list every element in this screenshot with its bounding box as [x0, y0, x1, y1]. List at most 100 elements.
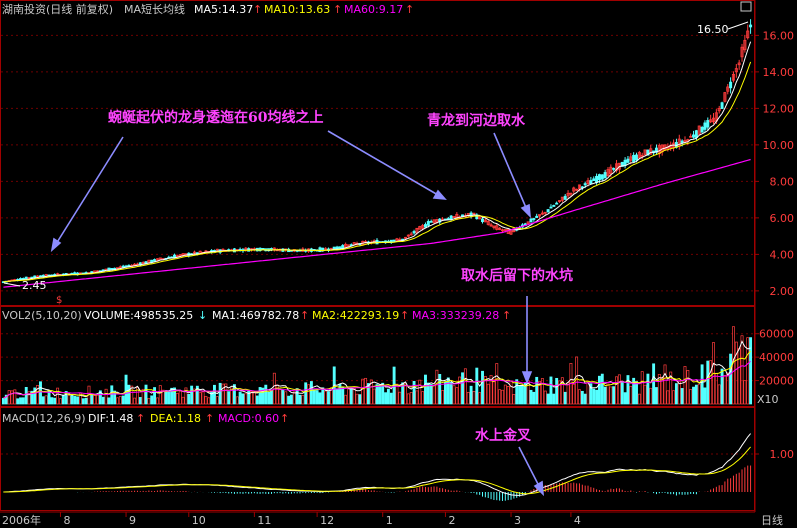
volume-bar: [312, 389, 316, 405]
volume-bar: [292, 391, 296, 405]
volume-bar: [355, 393, 359, 405]
volume-bar: [461, 372, 465, 405]
volume-bar: [341, 386, 345, 405]
price-candle-body: [421, 225, 425, 229]
price-candle-body: [586, 180, 590, 184]
price-candle-body: [509, 230, 513, 235]
volume-ma3-line: [3, 360, 751, 399]
volume-bar: [686, 370, 690, 405]
volume-tick-label: 20000: [759, 375, 794, 388]
volume-bar: [649, 387, 653, 405]
price-candle-body: [635, 154, 639, 161]
price-candle-body: [700, 127, 704, 133]
volume-bar: [258, 387, 262, 405]
volume-bar: [404, 383, 407, 405]
volume-bar: [144, 384, 148, 405]
price-candle-body: [495, 225, 499, 230]
volume-bar: [78, 392, 82, 405]
volume-bar: [415, 390, 419, 405]
volume-bar: [424, 374, 427, 405]
up-arrow-icon: ↑: [253, 3, 262, 16]
volume-bar: [267, 391, 271, 405]
volume-bar: [743, 380, 747, 405]
price-tick-label: 6.00: [770, 212, 795, 225]
dif-line: [3, 433, 751, 496]
price-candle-body: [423, 224, 427, 228]
volume-bar: [740, 335, 744, 405]
price-candle-body: [746, 30, 750, 39]
price-candle-body: [637, 152, 641, 159]
price-candle-body: [483, 219, 487, 223]
price-candle-body: [543, 211, 547, 214]
x-tick-label: 9: [129, 514, 136, 527]
x-tick-label: 2: [448, 514, 455, 527]
period-label: 日线: [761, 513, 783, 527]
volume-bar: [606, 383, 610, 405]
volume-bar: [623, 392, 627, 405]
volume-bar: [706, 360, 710, 405]
price-candle-body: [472, 212, 476, 215]
price-candle-body: [743, 39, 747, 51]
annotation-water-pit: 取水后留下的水坑: [461, 267, 573, 284]
price-candle-body: [498, 227, 502, 231]
price-candle-body: [737, 62, 741, 66]
volume-bar: [506, 386, 510, 405]
volume-bar: [492, 379, 496, 405]
volume-bar: [700, 364, 704, 405]
settings-box-icon[interactable]: [740, 1, 752, 12]
price-candle-body: [626, 158, 630, 163]
volume-bar: [549, 376, 553, 405]
price-candle-body: [500, 229, 504, 232]
volume-bar: [697, 383, 701, 405]
volume-bar: [289, 394, 293, 405]
volume-bar: [629, 385, 633, 405]
price-candle-body: [632, 154, 636, 163]
volume-bar: [412, 380, 416, 405]
volume-bar: [455, 387, 459, 405]
price-candle-body: [395, 238, 399, 241]
price-candle-body: [563, 195, 567, 200]
volume-bar: [438, 374, 442, 405]
price-tick-label: 12.00: [763, 102, 795, 115]
volume-bar: [247, 391, 251, 405]
volume-bar: [173, 387, 176, 405]
volume-bar: [689, 389, 693, 405]
volume-bar: [241, 393, 245, 405]
volume-bar: [609, 386, 613, 405]
volume-bar: [635, 381, 638, 405]
volume-bar: [726, 372, 730, 405]
legend-vol-ma2: MA2:422293.19: [312, 309, 399, 322]
volume-bar: [270, 390, 273, 405]
volume-bar: [178, 390, 182, 405]
price-candle-body: [689, 135, 693, 138]
volume-bar: [714, 372, 718, 405]
price-candle-body: [33, 275, 37, 278]
price-candle-body: [555, 202, 559, 205]
price-candle-body: [503, 229, 507, 231]
volume-bar: [409, 392, 413, 405]
price-candle-body: [549, 206, 553, 209]
volume-bar: [318, 392, 322, 405]
volume-bar: [643, 384, 647, 405]
macd-tick-label: 1.00: [770, 448, 795, 461]
volume-bar: [723, 375, 727, 405]
volume-bar: [155, 397, 159, 405]
price-candle-body: [709, 119, 713, 123]
volume-bar: [458, 376, 462, 405]
price-candle-body: [404, 236, 408, 239]
volume-bar: [70, 394, 74, 405]
volume-bar: [580, 390, 584, 405]
volume-bar: [543, 390, 547, 405]
price-candle-body: [606, 169, 610, 177]
up-arrow-icon: ↑: [333, 3, 342, 16]
volume-bar: [295, 388, 299, 405]
volume-bar: [669, 371, 673, 405]
volume-bar: [572, 383, 576, 405]
volume-bar: [181, 396, 185, 405]
macd-title: MACD(12,26,9): [2, 412, 86, 425]
volume-bar: [98, 390, 102, 405]
volume-bar: [130, 385, 134, 405]
price-candle-body: [175, 255, 179, 258]
price-candle-body: [572, 187, 576, 192]
